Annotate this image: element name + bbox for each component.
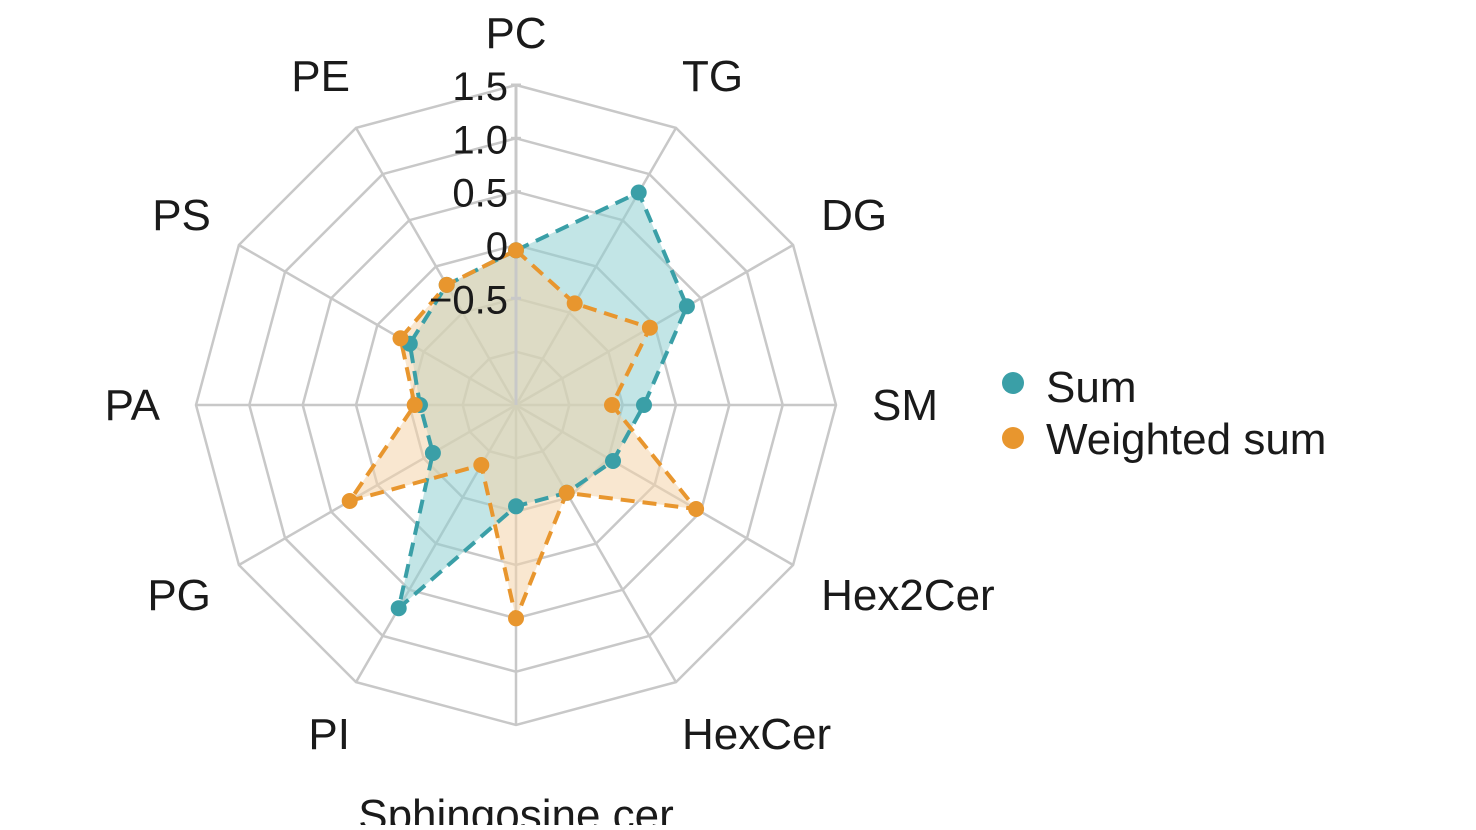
point-sum-sm[interactable] [636, 397, 652, 413]
legend-item-weighted-sum[interactable]: Weighted sum [1002, 415, 1326, 464]
legend-marker-weighted-sum [1002, 427, 1024, 449]
point-sum-sphingosine-cer[interactable] [508, 498, 524, 515]
point-sum-pi[interactable] [390, 600, 407, 617]
tick-labels: 1.5 1.0 0.5 0 −0.5 [429, 65, 508, 322]
legend: Sum Weighted sum [1002, 363, 1326, 464]
point-weighted-sum-dg[interactable] [641, 319, 658, 336]
category-label-ps: PS [152, 191, 211, 240]
tick-label: 1.5 [452, 65, 508, 109]
category-label-pe: PE [291, 52, 350, 101]
point-weighted-sum-pa[interactable] [406, 397, 423, 413]
series-points [341, 184, 705, 627]
point-sum-tg[interactable] [630, 184, 647, 201]
point-weighted-sum-tg[interactable] [566, 295, 583, 312]
category-label-pc: PC [485, 9, 546, 58]
tick-label: 1.0 [452, 118, 508, 162]
point-weighted-sum-pe[interactable] [438, 276, 455, 293]
tick-label: 0.5 [452, 172, 508, 216]
legend-label-weighted-sum: Weighted sum [1046, 415, 1326, 464]
point-weighted-sum-ps[interactable] [392, 330, 409, 347]
point-weighted-sum-pi[interactable] [473, 457, 490, 473]
point-sum-pg[interactable] [424, 445, 441, 461]
category-label-hex2cer: Hex2Cer [821, 571, 995, 620]
series-fills [349, 192, 697, 619]
legend-label-sum: Sum [1046, 363, 1136, 412]
legend-item-sum[interactable]: Sum [1002, 363, 1136, 412]
series-area-weighted-sum [349, 250, 697, 619]
category-label-sphingosine-cer: Sphingosine cer [358, 791, 674, 825]
category-label-dg: DG [821, 191, 887, 240]
point-weighted-sum-hex2cer[interactable] [688, 501, 705, 517]
legend-marker-sum [1002, 372, 1024, 394]
point-weighted-sum-sm[interactable] [604, 397, 620, 413]
tick-label: 0 [486, 225, 508, 269]
point-weighted-sum-pc[interactable] [508, 242, 524, 259]
category-label-sm: SM [872, 381, 938, 430]
category-label-hexcer: HexCer [682, 710, 831, 759]
category-label-pg: PG [147, 571, 211, 620]
point-sum-dg[interactable] [678, 298, 695, 315]
point-weighted-sum-pg[interactable] [341, 493, 358, 509]
tick-label: −0.5 [429, 278, 508, 322]
category-label-pa: PA [105, 381, 161, 430]
category-label-pi: PI [308, 710, 350, 759]
point-weighted-sum-sphingosine-cer[interactable] [508, 610, 524, 627]
category-label-tg: TG [682, 52, 743, 101]
point-sum-hex2cer[interactable] [605, 453, 621, 469]
point-weighted-sum-hexcer[interactable] [558, 484, 575, 501]
